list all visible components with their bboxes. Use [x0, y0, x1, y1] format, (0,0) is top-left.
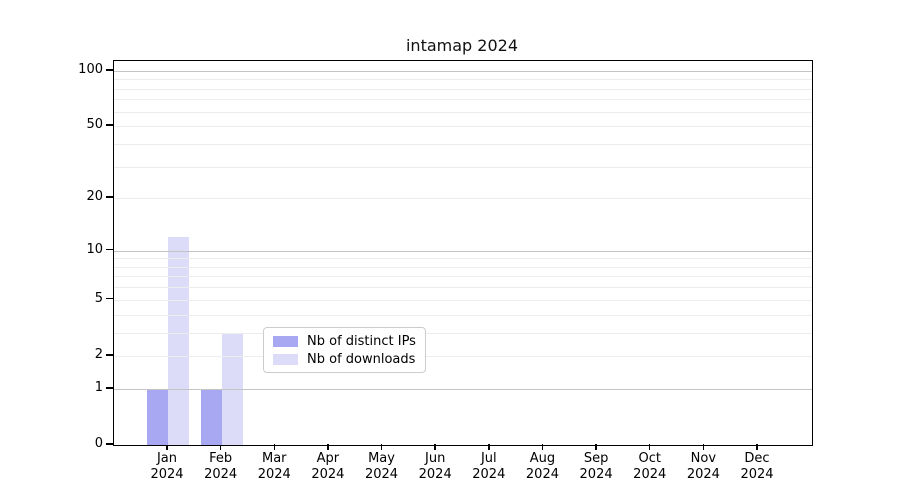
- x-year-label: 2024: [686, 467, 720, 482]
- y-tick-mark: [106, 196, 113, 198]
- bar-feb-downloads: [221, 332, 243, 445]
- x-month-label: May: [368, 451, 395, 466]
- x-year-label: 2024: [418, 467, 452, 482]
- plot-area: [113, 60, 813, 446]
- x-tick-mark: [702, 444, 705, 450]
- grid-line-minor: [114, 287, 812, 289]
- grid-line-minor: [114, 314, 812, 316]
- x-month-label: Jan: [156, 451, 178, 466]
- x-axis-tick-label: Sep 2024: [564, 451, 628, 483]
- bar-jan-distinct-ips: [147, 388, 168, 445]
- x-year-label: 2024: [472, 467, 506, 482]
- grid-line-minor: [114, 99, 812, 101]
- grid-line-minor: [114, 276, 812, 278]
- y-axis-tick-label: 5: [94, 290, 103, 306]
- x-tick-mark: [541, 444, 544, 450]
- x-year-label: 2024: [204, 467, 238, 482]
- legend-label: Nb of distinct IPs: [307, 333, 416, 349]
- grid-line-major: [114, 388, 812, 390]
- y-tick-mark: [106, 387, 113, 389]
- x-tick-mark: [327, 444, 329, 450]
- x-tick-mark: [273, 444, 276, 450]
- y-axis-tick-label: 1: [94, 379, 103, 395]
- legend: Nb of distinct IPs Nb of downloads: [263, 327, 426, 373]
- y-tick-mark: [106, 124, 113, 126]
- x-tick-mark: [219, 444, 222, 450]
- x-month-label: Jun: [425, 451, 446, 466]
- x-month-label: Mar: [262, 451, 287, 466]
- x-axis-tick-label: Dec 2024: [725, 451, 789, 483]
- chart-title: intamap 2024: [405, 36, 518, 55]
- x-tick-mark: [434, 444, 436, 450]
- grid-line-minor: [114, 355, 812, 357]
- x-tick-mark: [756, 444, 758, 450]
- x-tick-mark: [595, 444, 597, 450]
- grid-line-minor: [114, 126, 812, 128]
- x-axis-tick-label: Apr 2024: [296, 451, 360, 483]
- grid-line-minor: [114, 143, 812, 145]
- legend-label: Nb of downloads: [307, 351, 416, 367]
- x-axis-tick-label: Nov 2024: [671, 451, 735, 483]
- y-axis-tick-label: 100: [78, 61, 103, 77]
- y-tick-mark: [106, 69, 113, 71]
- bar-feb-distinct-ips: [200, 388, 222, 445]
- grid-line-minor: [114, 198, 812, 200]
- y-axis-tick-label: 0: [94, 436, 103, 451]
- grid-line-minor: [114, 266, 812, 268]
- grid-line-major: [114, 250, 812, 252]
- y-axis-tick-label: 2: [94, 346, 103, 362]
- x-tick-mark: [380, 444, 383, 450]
- legend-item-distinct-ips: Nb of distinct IPs: [273, 333, 416, 349]
- x-year-label: 2024: [150, 467, 184, 482]
- x-month-label: Aug: [529, 451, 556, 466]
- y-tick-mark: [106, 248, 113, 251]
- grid-line-major: [114, 70, 812, 72]
- legend-swatch-downloads: [273, 353, 298, 365]
- y-axis-tick-label: 20: [86, 189, 103, 205]
- x-month-label: Dec: [744, 451, 770, 466]
- x-month-label: Sep: [583, 451, 609, 466]
- x-axis-tick-label: Oct 2024: [618, 451, 682, 483]
- y-tick-mark: [106, 297, 113, 300]
- x-year-label: 2024: [364, 467, 399, 482]
- grid-line-minor: [114, 79, 812, 81]
- grid-line-minor: [114, 88, 812, 90]
- x-month-label: Jul: [480, 451, 497, 466]
- grid-line-minor: [114, 258, 812, 260]
- x-axis-tick-label: Jan 2024: [135, 451, 199, 483]
- x-year-label: 2024: [579, 467, 613, 482]
- x-year-label: 2024: [311, 467, 345, 482]
- x-axis-tick-label: Aug 2024: [510, 451, 574, 483]
- x-year-label: 2024: [740, 467, 774, 482]
- grid-line-minor: [114, 111, 812, 113]
- bar-jan-downloads: [168, 237, 189, 445]
- y-tick-mark: [106, 354, 113, 356]
- x-tick-mark: [166, 444, 168, 450]
- legend-swatch-distinct-ips: [273, 335, 298, 347]
- y-axis-tick-label: 50: [86, 117, 103, 133]
- grid-line-minor: [114, 166, 812, 168]
- x-month-label: Feb: [209, 451, 233, 466]
- grid-line-minor: [114, 332, 812, 334]
- x-year-label: 2024: [525, 467, 559, 482]
- y-tick-mark: [106, 443, 113, 445]
- x-year-label: 2024: [257, 467, 291, 482]
- grid-line-minor: [114, 299, 812, 301]
- x-year-label: 2024: [633, 467, 667, 482]
- x-tick-mark: [648, 444, 651, 450]
- x-axis-tick-label: Feb 2024: [189, 451, 253, 483]
- y-axis-tick-label: 10: [86, 241, 103, 257]
- x-month-label: Oct: [638, 451, 661, 466]
- x-month-label: Nov: [690, 451, 717, 466]
- x-axis-tick-label: Jun 2024: [403, 451, 467, 483]
- legend-item-downloads: Nb of downloads: [273, 351, 416, 367]
- x-tick-mark: [488, 444, 490, 450]
- x-axis-tick-label: Jul 2024: [457, 451, 521, 483]
- x-axis-tick-label: Mar 2024: [242, 451, 306, 483]
- x-axis-tick-label: May 2024: [350, 451, 414, 483]
- x-month-label: Apr: [316, 451, 340, 466]
